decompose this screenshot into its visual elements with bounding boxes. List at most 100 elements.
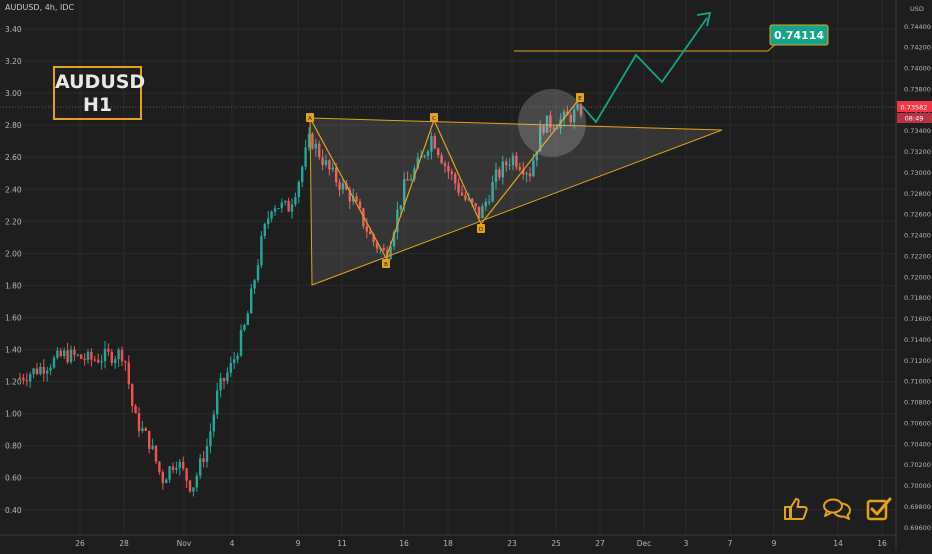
- candle-body: [158, 461, 161, 473]
- x-axis-tick-label: 14: [833, 539, 843, 548]
- left-axis-tick-label: 1.60: [5, 313, 22, 322]
- candle-body: [76, 354, 79, 356]
- candle-body: [307, 133, 311, 148]
- candle-body: [144, 428, 147, 431]
- x-axis-tick-label: 11: [337, 539, 347, 548]
- candle-body: [348, 189, 351, 202]
- candle-body: [532, 160, 535, 177]
- candle-body: [484, 201, 487, 207]
- right-axis-tick-label: 0.71200: [904, 357, 931, 365]
- candle-body: [341, 183, 345, 190]
- candle-body: [477, 206, 481, 219]
- header-separator: ,: [54, 3, 60, 12]
- candle-body: [409, 179, 413, 181]
- candle-body: [522, 169, 525, 175]
- candle-body: [392, 232, 396, 247]
- candle-body: [243, 325, 246, 330]
- projection-arrowhead: [696, 11, 712, 27]
- checkbox-icon[interactable]: [866, 496, 892, 522]
- candle-body: [457, 183, 460, 193]
- candle-body: [154, 445, 158, 462]
- x-axis-tick-label: 16: [399, 539, 409, 548]
- candle-body: [260, 236, 263, 266]
- pattern-point-label: D: [479, 227, 483, 233]
- candle-body: [297, 181, 300, 198]
- left-axis-tick-label: 2.60: [5, 153, 22, 162]
- candle-body: [579, 104, 583, 116]
- candle-body: [369, 231, 372, 235]
- candle-body: [209, 431, 212, 447]
- right-axis-tick-label: 0.71800: [904, 294, 931, 302]
- right-axis-tick-label: 0.72600: [904, 211, 931, 219]
- candle-body: [239, 329, 243, 356]
- candle-body: [501, 161, 504, 178]
- candle-body: [338, 182, 341, 190]
- left-axis-tick-label: 0.80: [5, 442, 22, 451]
- candle-body: [277, 208, 280, 210]
- candle-body: [250, 288, 253, 314]
- candle-body: [256, 265, 260, 281]
- right-axis-tick-label: 0.72400: [904, 232, 931, 240]
- candle-body: [556, 128, 559, 130]
- candle-body: [42, 366, 45, 374]
- candle-body: [406, 179, 409, 181]
- breakout-highlight-circle: [518, 89, 586, 157]
- candle-body: [413, 168, 416, 180]
- candle-body: [508, 164, 511, 166]
- right-axis-tick-label: 0.70400: [904, 440, 931, 448]
- x-axis-tick-label: 25: [551, 539, 561, 548]
- candle-body: [426, 151, 430, 156]
- candle-body: [481, 206, 484, 219]
- candle-body: [80, 354, 83, 359]
- ascending-triangle: [309, 117, 723, 286]
- candle-body: [528, 173, 532, 177]
- left-axis-tick-label: 1.40: [5, 346, 22, 355]
- candle-body: [515, 155, 518, 167]
- candle-body: [505, 161, 508, 166]
- candle-body: [440, 155, 443, 164]
- candle-body: [216, 390, 219, 415]
- interval-label: 4h: [44, 3, 55, 12]
- left-axis-tick-label: 3.40: [5, 25, 22, 34]
- candle-body: [246, 313, 249, 326]
- candle-body: [437, 148, 440, 156]
- candle-body: [562, 111, 566, 120]
- candle-body: [63, 350, 66, 357]
- right-axis-tick-label: 0.71000: [904, 378, 931, 386]
- candle-body: [212, 414, 215, 432]
- comments-icon[interactable]: [822, 496, 852, 522]
- candle-body: [545, 115, 549, 133]
- reaction-icon-bar: [782, 496, 892, 522]
- candle-body: [263, 224, 266, 237]
- candle-body: [175, 467, 178, 470]
- candle-body: [358, 201, 362, 209]
- x-axis-tick-label: Nov: [177, 539, 192, 548]
- thumbs-up-icon[interactable]: [782, 496, 808, 522]
- left-axis-tick-label: 2.20: [5, 217, 22, 226]
- candle-body: [151, 445, 154, 449]
- candle-body: [331, 167, 334, 170]
- x-axis-tick-label: 18: [443, 539, 453, 548]
- left-axis-tick-label: 2.40: [5, 185, 22, 194]
- candle-body: [199, 458, 202, 476]
- candle-body: [389, 246, 392, 260]
- right-axis-tick-label: 0.74400: [904, 23, 931, 31]
- candle-body: [253, 280, 256, 289]
- header-separator: ,: [39, 3, 45, 12]
- right-axis-tick-label: 0.73000: [904, 169, 931, 177]
- candle-body: [335, 167, 338, 183]
- right-axis-tick-label: 0.71400: [904, 336, 931, 344]
- candlestick-series: [18, 96, 583, 497]
- candle-body: [134, 406, 137, 414]
- exchange-label: IDC: [59, 3, 75, 12]
- candle-body: [474, 203, 477, 207]
- candle-body: [304, 147, 307, 167]
- pattern-point-label: B: [384, 262, 388, 268]
- candle-body: [539, 125, 542, 152]
- candle-body: [131, 384, 134, 407]
- candle-body: [460, 192, 464, 196]
- countdown-label: 08:49: [905, 115, 924, 123]
- pattern-point-marker: [576, 93, 584, 102]
